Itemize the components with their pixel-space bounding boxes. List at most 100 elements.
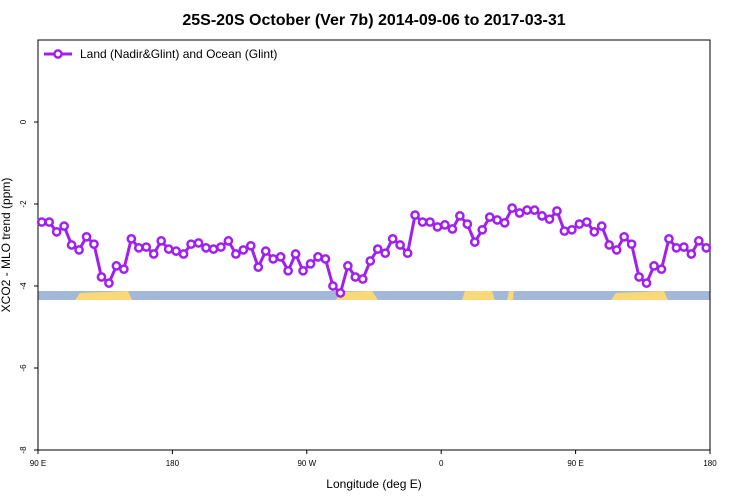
data-point — [581, 217, 592, 227]
data-point — [335, 288, 346, 298]
x-tick-label: 180 — [166, 459, 180, 468]
data-point — [253, 262, 264, 272]
data-point — [514, 208, 525, 218]
data-point — [522, 205, 532, 215]
data-point — [417, 217, 428, 227]
data-point — [596, 221, 607, 231]
data-point — [380, 248, 391, 259]
legend-label: Land (Nadir&Glint) and Ocean (Glint) — [80, 47, 277, 61]
data-point — [96, 272, 107, 282]
data-point — [372, 244, 383, 254]
data-point — [36, 217, 47, 227]
y-tick-label: -2 — [19, 200, 28, 208]
data-point — [499, 218, 510, 228]
data-point — [59, 221, 69, 231]
data-point — [574, 219, 585, 229]
data-point — [328, 281, 338, 291]
data-point — [290, 249, 301, 259]
chart-title: 25S-20S October (Ver 7b) 2014-09-06 to 2… — [182, 12, 565, 29]
data-point — [432, 222, 443, 232]
y-axis-label: XCO2 - MLO trend (ppm) — [0, 178, 13, 313]
data-point — [664, 234, 674, 244]
data-point — [537, 211, 547, 221]
data-point — [440, 220, 450, 230]
data-point — [395, 240, 405, 250]
data-point — [619, 231, 629, 242]
data-point — [320, 254, 331, 264]
data-point — [163, 244, 174, 254]
data-point — [567, 224, 577, 235]
data-point — [552, 206, 562, 216]
data-point — [529, 205, 540, 215]
data-point — [492, 215, 503, 225]
y-tick-label: -6 — [19, 364, 28, 372]
data-point — [447, 224, 458, 234]
data-point — [216, 242, 226, 252]
data-point — [89, 239, 99, 250]
data-point — [455, 211, 465, 221]
data-point — [119, 264, 129, 275]
data-point — [171, 246, 181, 256]
data-point — [693, 236, 704, 246]
x-tick-label: 90 W — [297, 459, 316, 468]
data-point — [126, 234, 137, 244]
data-point — [402, 248, 413, 259]
data-point — [178, 249, 189, 259]
data-point — [186, 239, 196, 250]
data-point — [193, 238, 204, 248]
data-point — [111, 261, 122, 271]
data-point — [208, 244, 219, 254]
data-point — [231, 249, 241, 259]
x-tick-label: 0 — [439, 459, 444, 468]
data-point — [74, 245, 84, 255]
data-point — [283, 265, 293, 276]
data-point — [410, 210, 420, 220]
data-point — [477, 224, 488, 235]
data-point — [148, 249, 159, 259]
data-point — [223, 236, 234, 246]
data-point — [679, 242, 689, 252]
data-point — [298, 265, 308, 276]
data-point — [305, 259, 316, 269]
data-point — [425, 217, 435, 227]
data-point — [44, 217, 55, 227]
data-point — [544, 214, 555, 225]
data-point — [350, 272, 361, 282]
data-point — [559, 226, 570, 236]
land-ocean-strip — [38, 291, 710, 300]
data-point — [462, 219, 473, 229]
data-point — [626, 239, 637, 250]
data-point — [104, 278, 114, 288]
data-point — [469, 237, 480, 247]
data-point — [611, 245, 622, 255]
data-point — [387, 234, 398, 244]
x-tick-label: 90 E — [30, 459, 46, 468]
data-point — [484, 212, 495, 222]
data-point — [686, 249, 697, 259]
data-point — [507, 203, 517, 213]
data-point — [343, 261, 353, 271]
data-point — [604, 240, 615, 250]
data-point — [671, 243, 682, 253]
y-tick-label: -4 — [19, 282, 28, 290]
x-tick-label: 90 E — [567, 459, 583, 468]
data-point — [701, 243, 712, 253]
data-point — [641, 278, 652, 288]
data-point — [649, 261, 659, 271]
data-point — [66, 240, 77, 250]
y-tick-label: -8 — [19, 446, 28, 454]
data-point — [156, 236, 167, 246]
data-point — [260, 246, 271, 256]
data-point — [589, 227, 600, 237]
data-point — [268, 254, 279, 264]
data-point — [656, 264, 667, 275]
data-point — [245, 240, 256, 251]
data-point — [141, 242, 152, 252]
legend-marker — [53, 49, 63, 59]
x-axis-label: Longitude (deg E) — [326, 477, 421, 491]
data-point — [313, 252, 323, 262]
data-point — [634, 272, 644, 282]
data-point — [81, 231, 92, 242]
data-point — [275, 252, 286, 262]
